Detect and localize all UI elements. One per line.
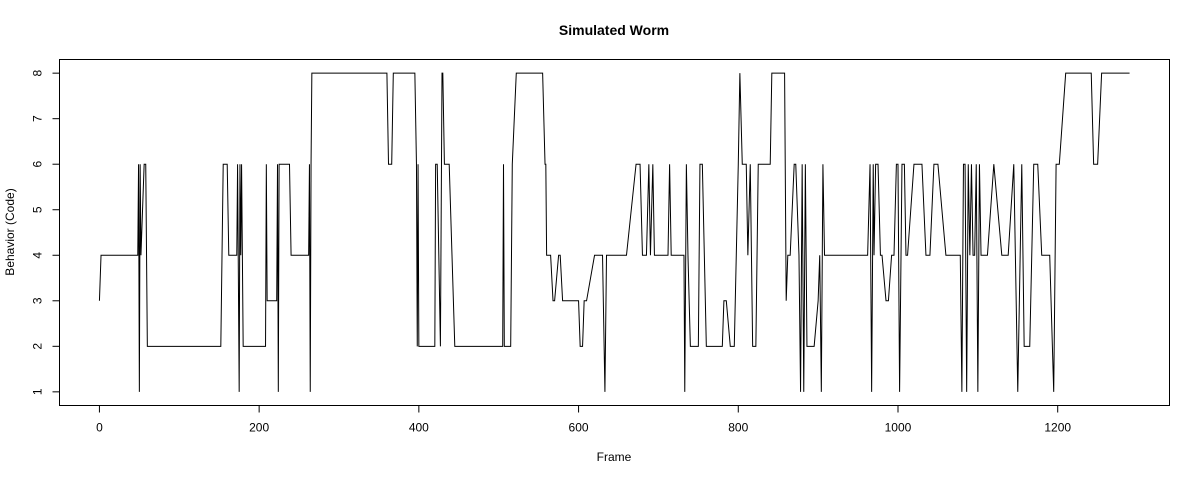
y-tick-label: 7 bbox=[31, 115, 45, 122]
y-tick-label: 4 bbox=[31, 252, 45, 259]
y-tick-label: 1 bbox=[31, 388, 45, 395]
y-axis-label: Behavior (Code) bbox=[3, 188, 17, 275]
x-tick-label: 600 bbox=[569, 421, 589, 435]
x-tick-label: 0 bbox=[96, 421, 103, 435]
y-axis: 1 2 3 4 5 6 7 8 bbox=[31, 70, 60, 395]
x-tick-label: 1200 bbox=[1044, 421, 1071, 435]
x-axis-label: Frame bbox=[597, 450, 632, 464]
plot-frame bbox=[59, 59, 1170, 406]
y-tick-label: 2 bbox=[31, 343, 45, 350]
y-tick-label: 6 bbox=[31, 161, 45, 168]
x-tick-label: 400 bbox=[409, 421, 429, 435]
x-tick-label: 200 bbox=[249, 421, 269, 435]
y-tick-label: 8 bbox=[31, 70, 45, 77]
x-tick-label: 800 bbox=[728, 421, 748, 435]
x-tick-label: 1000 bbox=[885, 421, 912, 435]
behavior-series-line bbox=[98, 72, 1130, 392]
chart-title: Simulated Worm bbox=[559, 22, 669, 38]
x-axis: 0 200 400 600 800 1000 1200 bbox=[96, 405, 1071, 435]
y-tick-label: 3 bbox=[31, 297, 45, 304]
y-tick-label: 5 bbox=[31, 206, 45, 213]
